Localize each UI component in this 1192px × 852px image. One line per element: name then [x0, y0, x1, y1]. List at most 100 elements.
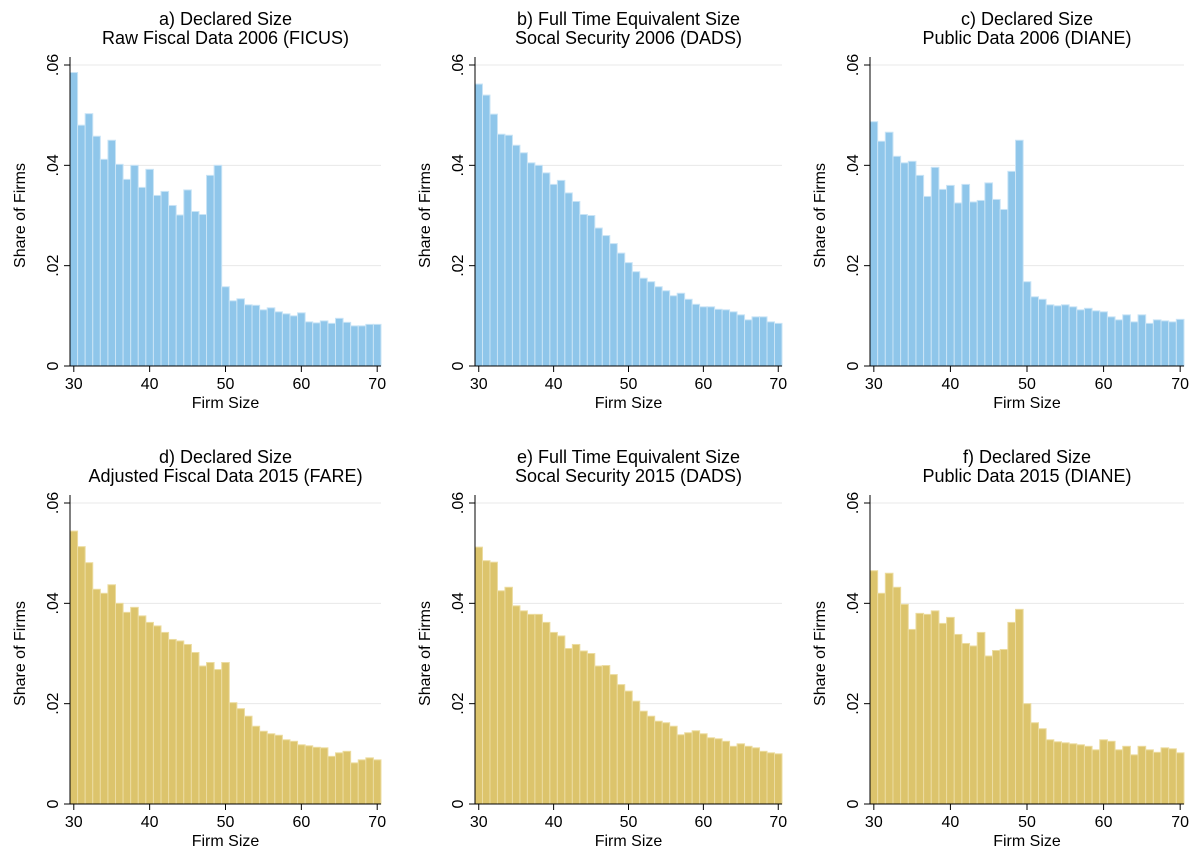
- histogram-bar: [699, 306, 708, 367]
- histogram-bar: [327, 755, 336, 805]
- histogram-bar: [961, 183, 971, 367]
- histogram-bar: [327, 322, 336, 367]
- histogram-bar: [1053, 741, 1062, 805]
- histogram-bar: [961, 642, 971, 805]
- histogram-bar: [69, 72, 79, 367]
- x-tick-label: 40: [942, 376, 960, 393]
- histogram-bar: [729, 311, 738, 367]
- histogram-bar: [1091, 310, 1101, 367]
- histogram-bar: [319, 747, 329, 805]
- histogram-bar: [372, 323, 382, 367]
- histogram-bar: [669, 295, 678, 367]
- y-tick-label: .04: [845, 154, 862, 176]
- histogram-bar: [549, 631, 558, 805]
- y-tick-label: .04: [45, 592, 62, 614]
- histogram-bar: [107, 584, 117, 805]
- histogram-bar: [1099, 739, 1108, 805]
- histogram-bar: [489, 561, 498, 805]
- histogram-bar: [342, 321, 352, 367]
- histogram-bar: [900, 162, 909, 367]
- histogram-bar: [350, 325, 359, 367]
- x-tick-label: 30: [65, 814, 83, 831]
- x-axis-title: Firm Size: [192, 395, 260, 412]
- x-tick-label: 30: [470, 376, 488, 393]
- chart-title: b) Full Time Equivalent Size: [517, 9, 740, 29]
- histogram-bar: [869, 570, 879, 805]
- x-tick-label: 30: [865, 376, 883, 393]
- histogram-bar: [586, 215, 596, 367]
- histogram-bar: [372, 759, 382, 805]
- x-axis-title: Firm Size: [993, 395, 1061, 412]
- histogram-bar: [198, 213, 208, 367]
- x-tick-label: 50: [1018, 814, 1036, 831]
- x-axis-title: Firm Size: [993, 833, 1061, 850]
- y-tick-label: .02: [450, 692, 467, 714]
- histogram-bar: [198, 665, 208, 805]
- histogram-bar: [137, 186, 147, 367]
- histogram-bar: [84, 562, 94, 805]
- histogram-bar: [946, 184, 955, 367]
- y-axis-title: Share of Firms: [12, 601, 29, 706]
- histogram-bar: [1060, 742, 1070, 805]
- y-tick-label: .02: [45, 254, 62, 276]
- histogram-bar: [594, 665, 603, 805]
- histogram-bar: [519, 610, 528, 805]
- histogram-bar: [526, 613, 536, 805]
- y-tick-label: .02: [845, 692, 862, 714]
- histogram-bar: [999, 208, 1009, 367]
- histogram-bar: [289, 740, 299, 805]
- histogram-bar: [1007, 170, 1017, 367]
- histogram-bar: [915, 174, 925, 367]
- histogram-bar: [511, 605, 521, 805]
- x-tick-label: 70: [1171, 376, 1189, 393]
- histogram-bar: [526, 162, 536, 367]
- histogram-bar: [751, 747, 761, 805]
- histogram-bar: [669, 725, 678, 805]
- histogram-bar: [992, 198, 1001, 367]
- y-tick-label: 0: [450, 361, 467, 370]
- histogram-bar: [168, 638, 177, 805]
- histogram-bar: [190, 651, 200, 805]
- histogram-bar: [774, 753, 783, 805]
- y-axis-title: Share of Firms: [812, 163, 829, 268]
- chart-subtitle: Public Data 2015 (DIANE): [922, 466, 1131, 486]
- histogram-bar: [1045, 304, 1055, 367]
- chart-title: d) Declared Size: [159, 447, 292, 467]
- histogram-bar: [751, 316, 761, 367]
- x-tick-label: 40: [141, 814, 159, 831]
- histogram-bar: [556, 635, 566, 805]
- histogram-bar: [571, 200, 581, 367]
- histogram-bar: [1106, 740, 1116, 805]
- x-axis-title: Firm Size: [595, 833, 663, 850]
- histogram-bar: [953, 633, 963, 805]
- x-tick-label: 60: [694, 814, 712, 831]
- histogram-bar: [976, 199, 986, 367]
- histogram-bar: [999, 648, 1009, 805]
- histogram-bar: [984, 182, 994, 367]
- histogram-bar: [266, 307, 276, 367]
- histogram-bar: [654, 286, 663, 367]
- x-tick-label: 60: [1095, 376, 1113, 393]
- histogram-bar: [915, 612, 925, 805]
- histogram-bar: [312, 322, 321, 367]
- histogram-bar: [759, 750, 768, 805]
- histogram-bar: [571, 643, 581, 805]
- histogram-bar: [1145, 322, 1154, 367]
- histogram-bar: [481, 560, 491, 805]
- histogram-bar: [923, 613, 932, 805]
- histogram-bar: [481, 94, 491, 367]
- histogram-bar: [1076, 309, 1085, 367]
- histogram-bar: [1037, 728, 1047, 805]
- histogram-bar: [334, 752, 344, 805]
- histogram-bar: [511, 144, 521, 367]
- histogram-bar: [228, 702, 238, 805]
- y-tick-label: .06: [450, 54, 467, 76]
- histogram-bar: [496, 590, 506, 805]
- chart-title: e) Full Time Equivalent Size: [517, 447, 740, 467]
- y-tick-label: .06: [450, 492, 467, 514]
- histogram-bar: [1068, 743, 1078, 805]
- histogram-bar: [319, 320, 329, 367]
- x-tick-label: 70: [769, 814, 787, 831]
- histogram-bar: [624, 262, 633, 367]
